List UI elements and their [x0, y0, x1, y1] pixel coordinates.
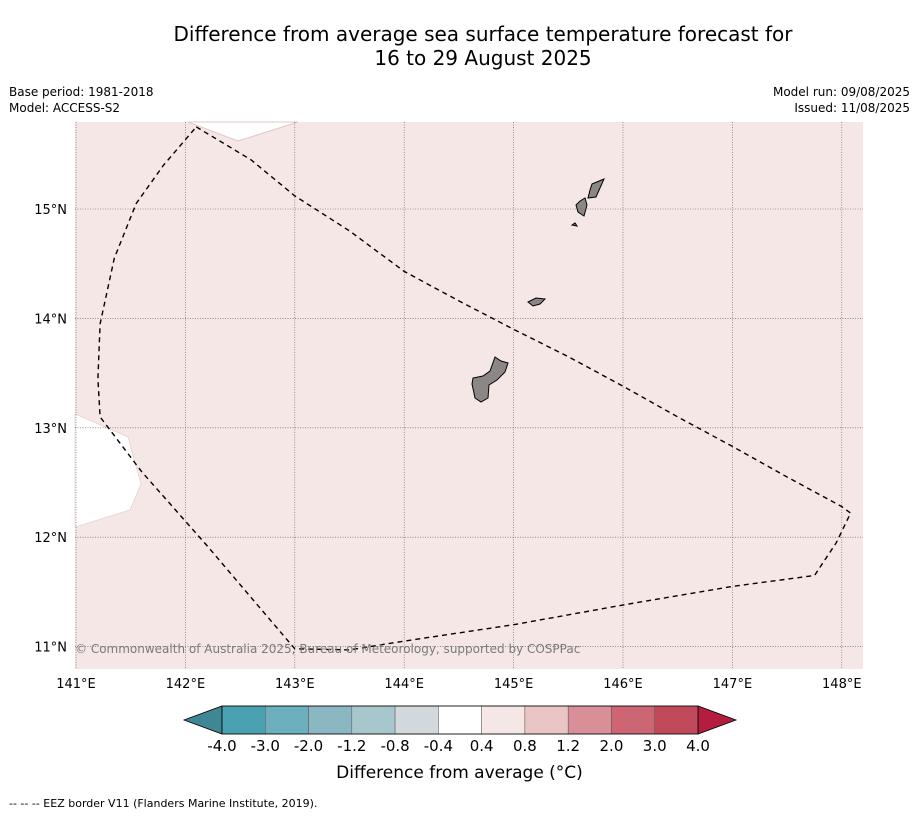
colorbar-segment: [567, 705, 612, 735]
latitude-label: 14°N: [34, 312, 67, 327]
gridlines: [75, 122, 863, 669]
info-right: Model run: 09/08/2025 Issued: 11/08/2025: [773, 84, 910, 116]
colorbar-tick-label: 0.4: [470, 737, 494, 755]
copyright-text: © Commonwealth of Australia 2025, Bureau…: [75, 642, 580, 656]
no-data-area-top: [187, 121, 299, 142]
colorbar-segment: [308, 705, 353, 735]
latitude-labels: 15°N 14°N 13°N 12°N 11°N: [34, 203, 67, 656]
colorbar-tick-label: -3.0: [251, 737, 280, 755]
island-guam: [471, 356, 509, 403]
longitude-label: 142°E: [166, 677, 206, 692]
colorbar-tick-label: -0.8: [380, 737, 409, 755]
colorbar-tick-label: 2.0: [600, 737, 624, 755]
issued-date: Issued: 11/08/2025: [794, 101, 910, 115]
map-figure: © Commonwealth of Australia 2025, Bureau…: [34, 121, 863, 755]
colorbar-tick-label: 1.2: [556, 737, 580, 755]
colorbar-tick-label: -1.2: [337, 737, 366, 755]
longitude-label: 148°E: [822, 677, 862, 692]
colorbar-tick-label: -4.0: [207, 737, 236, 755]
colorbar-tick-label: 4.0: [686, 737, 710, 755]
eez-border-line: [97, 126, 852, 651]
latitude-label: 12°N: [34, 531, 67, 546]
colorbar-over-arrow: [697, 705, 738, 735]
latitude-label: 15°N: [34, 203, 67, 218]
island-aguijan: [570, 222, 579, 227]
colorbar-frame: [221, 705, 699, 735]
colorbar-tick-label: 0.8: [513, 737, 537, 755]
longitude-labels: 141°E 142°E 143°E 144°E 145°E 146°E 147°E 148°E: [56, 677, 861, 692]
model-name: Model: ACCESS-S2: [9, 101, 121, 115]
longitude-label: 143°E: [275, 677, 315, 692]
info-left: Base period: 1981-2018 Model: ACCESS-S2: [9, 84, 154, 116]
colorbar-segment: [265, 705, 309, 735]
colorbar-segment: [654, 705, 699, 735]
colorbar-tick-label: 3.0: [643, 737, 667, 755]
longitude-label: 145°E: [494, 677, 534, 692]
latitude-label: 13°N: [34, 422, 67, 437]
island-rota: [527, 297, 547, 307]
colorbar: [182, 705, 738, 735]
colorbar-under-arrow: [182, 705, 223, 735]
colorbar-tick-label: -0.4: [424, 737, 453, 755]
colorbar-segment: [221, 705, 266, 735]
base-period: Base period: 1981-2018: [9, 85, 154, 99]
longitude-label: 144°E: [384, 677, 424, 692]
ocean-anomaly-field: [75, 122, 863, 669]
longitude-label: 141°E: [56, 677, 96, 692]
map-area: © Commonwealth of Australia 2025, Bureau…: [74, 121, 863, 669]
colorbar-segment: [524, 705, 569, 735]
title-line-1: Difference from average sea surface temp…: [173, 22, 793, 46]
title-line-2: 16 to 29 August 2025: [374, 46, 592, 70]
no-data-area-left: [74, 413, 142, 528]
colorbar-tick-labels: -4.0 -3.0 -2.0 -1.2 -0.8 -0.4 0.4 0.8 1.2 2.0 3.0 4…: [207, 737, 710, 755]
colorbar-label: Difference from average (°C): [336, 763, 583, 783]
colorbar-tick-label: -2.0: [294, 737, 323, 755]
colorbar-segment: [394, 705, 439, 735]
colorbar-segment: [351, 705, 396, 735]
island-saipan: [587, 178, 605, 199]
longitude-label: 146°E: [603, 677, 643, 692]
latitude-label: 11°N: [34, 641, 67, 656]
longitude-label: 147°E: [713, 677, 753, 692]
colorbar-segment: [438, 705, 482, 735]
map-title: Difference from average sea surface temp…: [0, 22, 919, 70]
model-run: Model run: 09/08/2025: [772, 85, 910, 99]
colorbar-segment: [481, 705, 526, 735]
colorbar-segment: [611, 705, 655, 735]
island-tinian: [575, 197, 588, 217]
eez-footnote: -- -- -- EEZ border V11 (Flanders Marine…: [9, 797, 318, 810]
